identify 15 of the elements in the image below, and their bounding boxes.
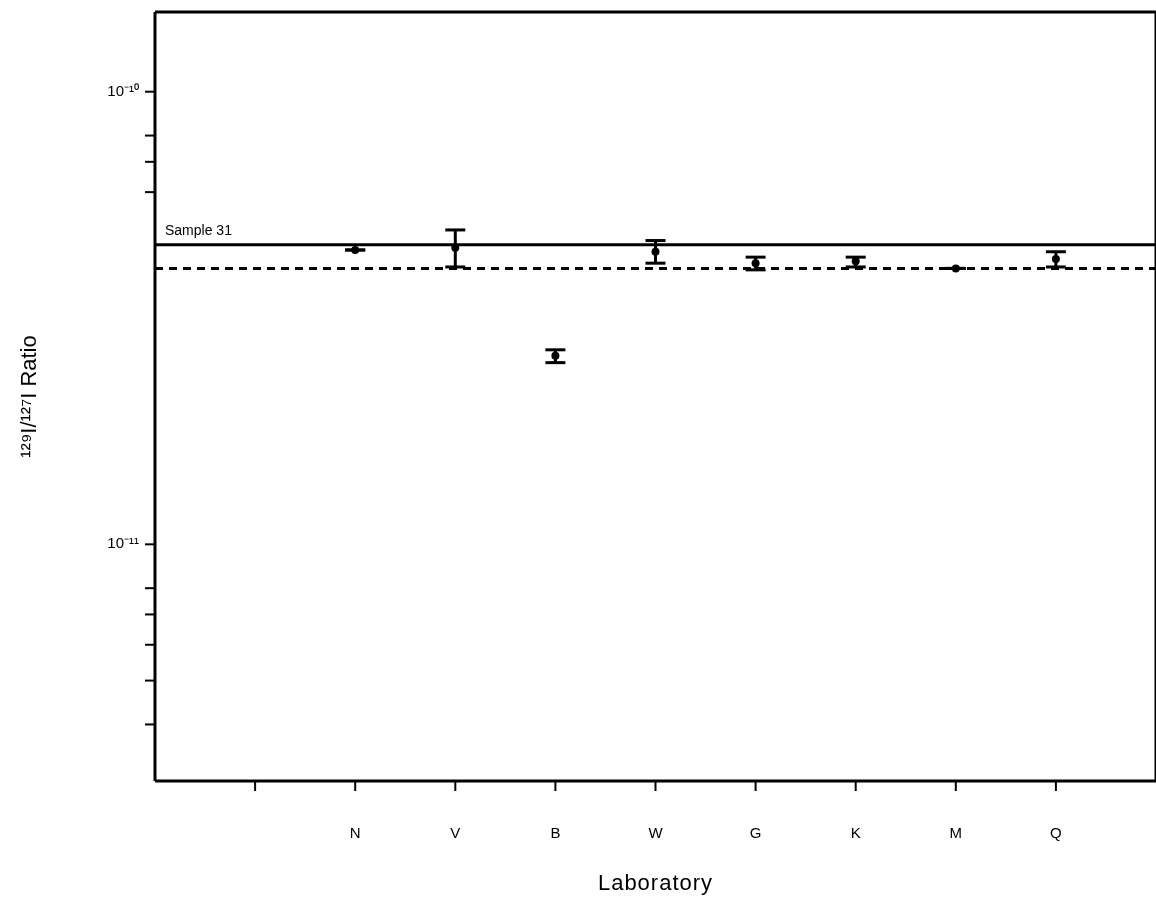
x-tick-label: N: [349, 823, 361, 841]
x-tick-label: V: [450, 823, 461, 841]
y-tick-label: 10⁻¹⁰: [107, 81, 139, 99]
x-tick-label: W: [648, 823, 664, 841]
y-axis-title: ¹²⁹I/¹²⁷I Ratio: [15, 335, 41, 458]
x-tick-label: B: [550, 823, 561, 841]
x-tick-label: K: [850, 823, 861, 841]
x-axis-title: Laboratory: [597, 870, 714, 895]
point: [651, 247, 660, 256]
x-tick-label: M: [949, 823, 963, 841]
x-tick-label: G: [749, 823, 762, 841]
ref-line-label: Sample 31: [165, 221, 233, 238]
y-tick-label: 10⁻¹¹: [107, 534, 139, 552]
point: [1051, 254, 1060, 263]
x-tick-label: Q: [1050, 823, 1062, 841]
